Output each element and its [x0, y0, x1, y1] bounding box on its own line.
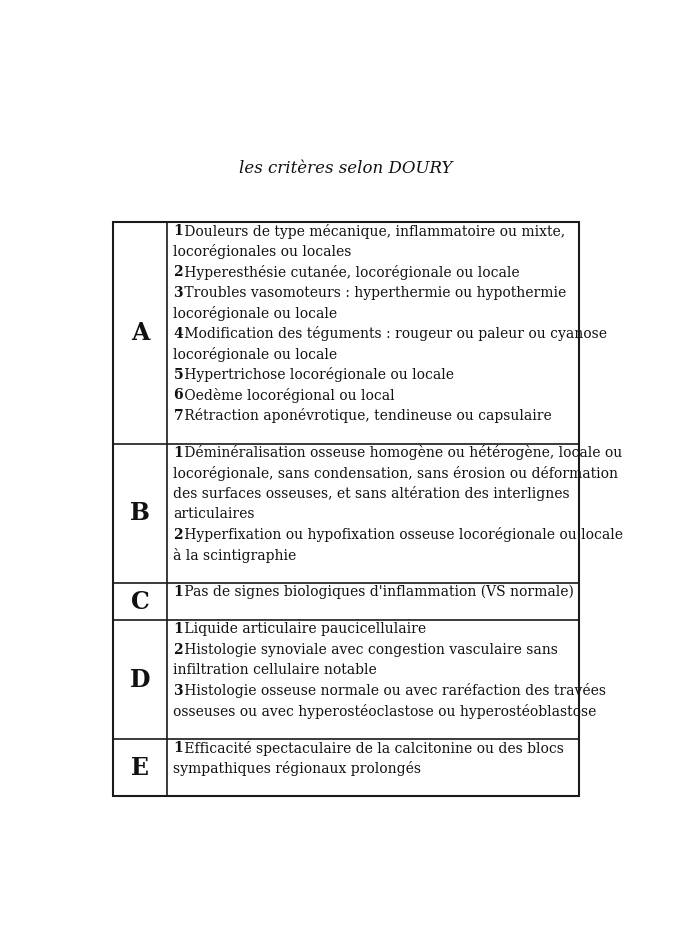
Text: Pas de signes biologiques d'inflammation (VS normale): Pas de signes biologiques d'inflammation… — [180, 585, 574, 600]
Bar — [113, 222, 578, 796]
Text: locorégionale ou locale: locorégionale ou locale — [173, 347, 338, 362]
Text: osseuses ou avec hyperostéoclastose ou hyperostéoblastose: osseuses ou avec hyperostéoclastose ou h… — [173, 704, 597, 718]
Text: Efficacité spectaculaire de la calcitonine ou des blocs: Efficacité spectaculaire de la calcitoni… — [180, 741, 564, 756]
Text: 2: 2 — [173, 265, 183, 279]
Text: Hyperesthésie cutanée, locorégionale ou locale: Hyperesthésie cutanée, locorégionale ou … — [180, 264, 520, 280]
Text: 3: 3 — [173, 286, 183, 299]
Text: 3: 3 — [173, 684, 183, 698]
Text: articulaires: articulaires — [173, 507, 255, 521]
Text: Histologie synoviale avec congestion vasculaire sans: Histologie synoviale avec congestion vas… — [180, 642, 558, 656]
Text: Liquide articulaire paucicellulaire: Liquide articulaire paucicellulaire — [180, 622, 427, 636]
Text: D: D — [130, 667, 150, 692]
Text: 7: 7 — [173, 409, 183, 423]
Text: Hyperfixation ou hypofixation osseuse locorégionale ou locale: Hyperfixation ou hypofixation osseuse lo… — [180, 527, 623, 542]
Text: 1: 1 — [173, 224, 183, 238]
Text: A: A — [131, 321, 149, 345]
Text: B: B — [130, 502, 150, 526]
Text: locorégionales ou locales: locorégionales ou locales — [173, 244, 352, 260]
Text: Oedème locorégional ou local: Oedème locorégional ou local — [180, 387, 395, 403]
Text: Histologie osseuse normale ou avec raréfaction des travées: Histologie osseuse normale ou avec raréf… — [180, 683, 606, 698]
Text: 2: 2 — [173, 642, 183, 656]
Text: à la scintigraphie: à la scintigraphie — [173, 548, 297, 563]
Text: Rétraction aponévrotique, tendineuse ou capsulaire: Rétraction aponévrotique, tendineuse ou … — [180, 408, 552, 424]
Text: locorégionale, sans condensation, sans érosion ou déformation: locorégionale, sans condensation, sans é… — [173, 465, 618, 481]
Text: Hypertrichose locorégionale ou locale: Hypertrichose locorégionale ou locale — [180, 367, 454, 382]
Text: infiltration cellulaire notable: infiltration cellulaire notable — [173, 664, 377, 678]
Text: Déminéralisation osseuse homogène ou hétérogène, locale ou: Déminéralisation osseuse homogène ou hét… — [180, 445, 622, 460]
Text: 1: 1 — [173, 446, 183, 460]
Text: des surfaces osseuses, et sans altération des interlignes: des surfaces osseuses, et sans altératio… — [173, 487, 570, 502]
Text: Modification des téguments : rougeur ou paleur ou cyanose: Modification des téguments : rougeur ou … — [180, 326, 608, 341]
Text: 1: 1 — [173, 585, 183, 599]
Text: E: E — [131, 756, 149, 780]
Text: locorégionale ou locale: locorégionale ou locale — [173, 306, 338, 321]
Text: 5: 5 — [173, 368, 183, 382]
Text: 4: 4 — [173, 326, 183, 341]
Text: C: C — [130, 590, 149, 614]
Text: 2: 2 — [173, 527, 183, 541]
Text: les critères selon DOURY: les critères selon DOURY — [239, 159, 453, 177]
Text: 6: 6 — [173, 388, 183, 402]
Text: 1: 1 — [173, 622, 183, 636]
Text: Douleurs de type mécanique, inflammatoire ou mixte,: Douleurs de type mécanique, inflammatoir… — [180, 223, 566, 238]
Text: sympathiques régionaux prolongés: sympathiques régionaux prolongés — [173, 761, 421, 776]
Text: Troubles vasomoteurs : hyperthermie ou hypothermie: Troubles vasomoteurs : hyperthermie ou h… — [180, 286, 566, 299]
Text: 1: 1 — [173, 742, 183, 756]
